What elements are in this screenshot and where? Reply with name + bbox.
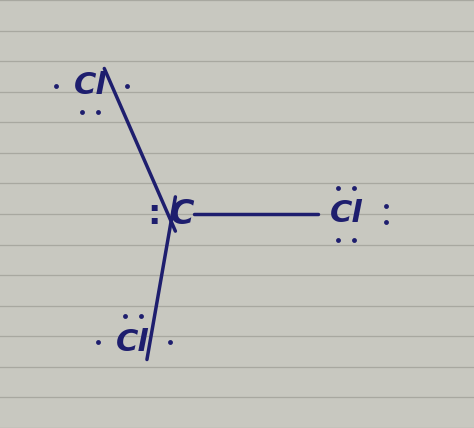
Text: Cl: Cl xyxy=(116,328,149,357)
Text: Cl: Cl xyxy=(73,71,107,100)
Text: C: C xyxy=(170,197,195,231)
Text: Cl: Cl xyxy=(329,199,363,229)
Text: :: : xyxy=(147,197,161,231)
